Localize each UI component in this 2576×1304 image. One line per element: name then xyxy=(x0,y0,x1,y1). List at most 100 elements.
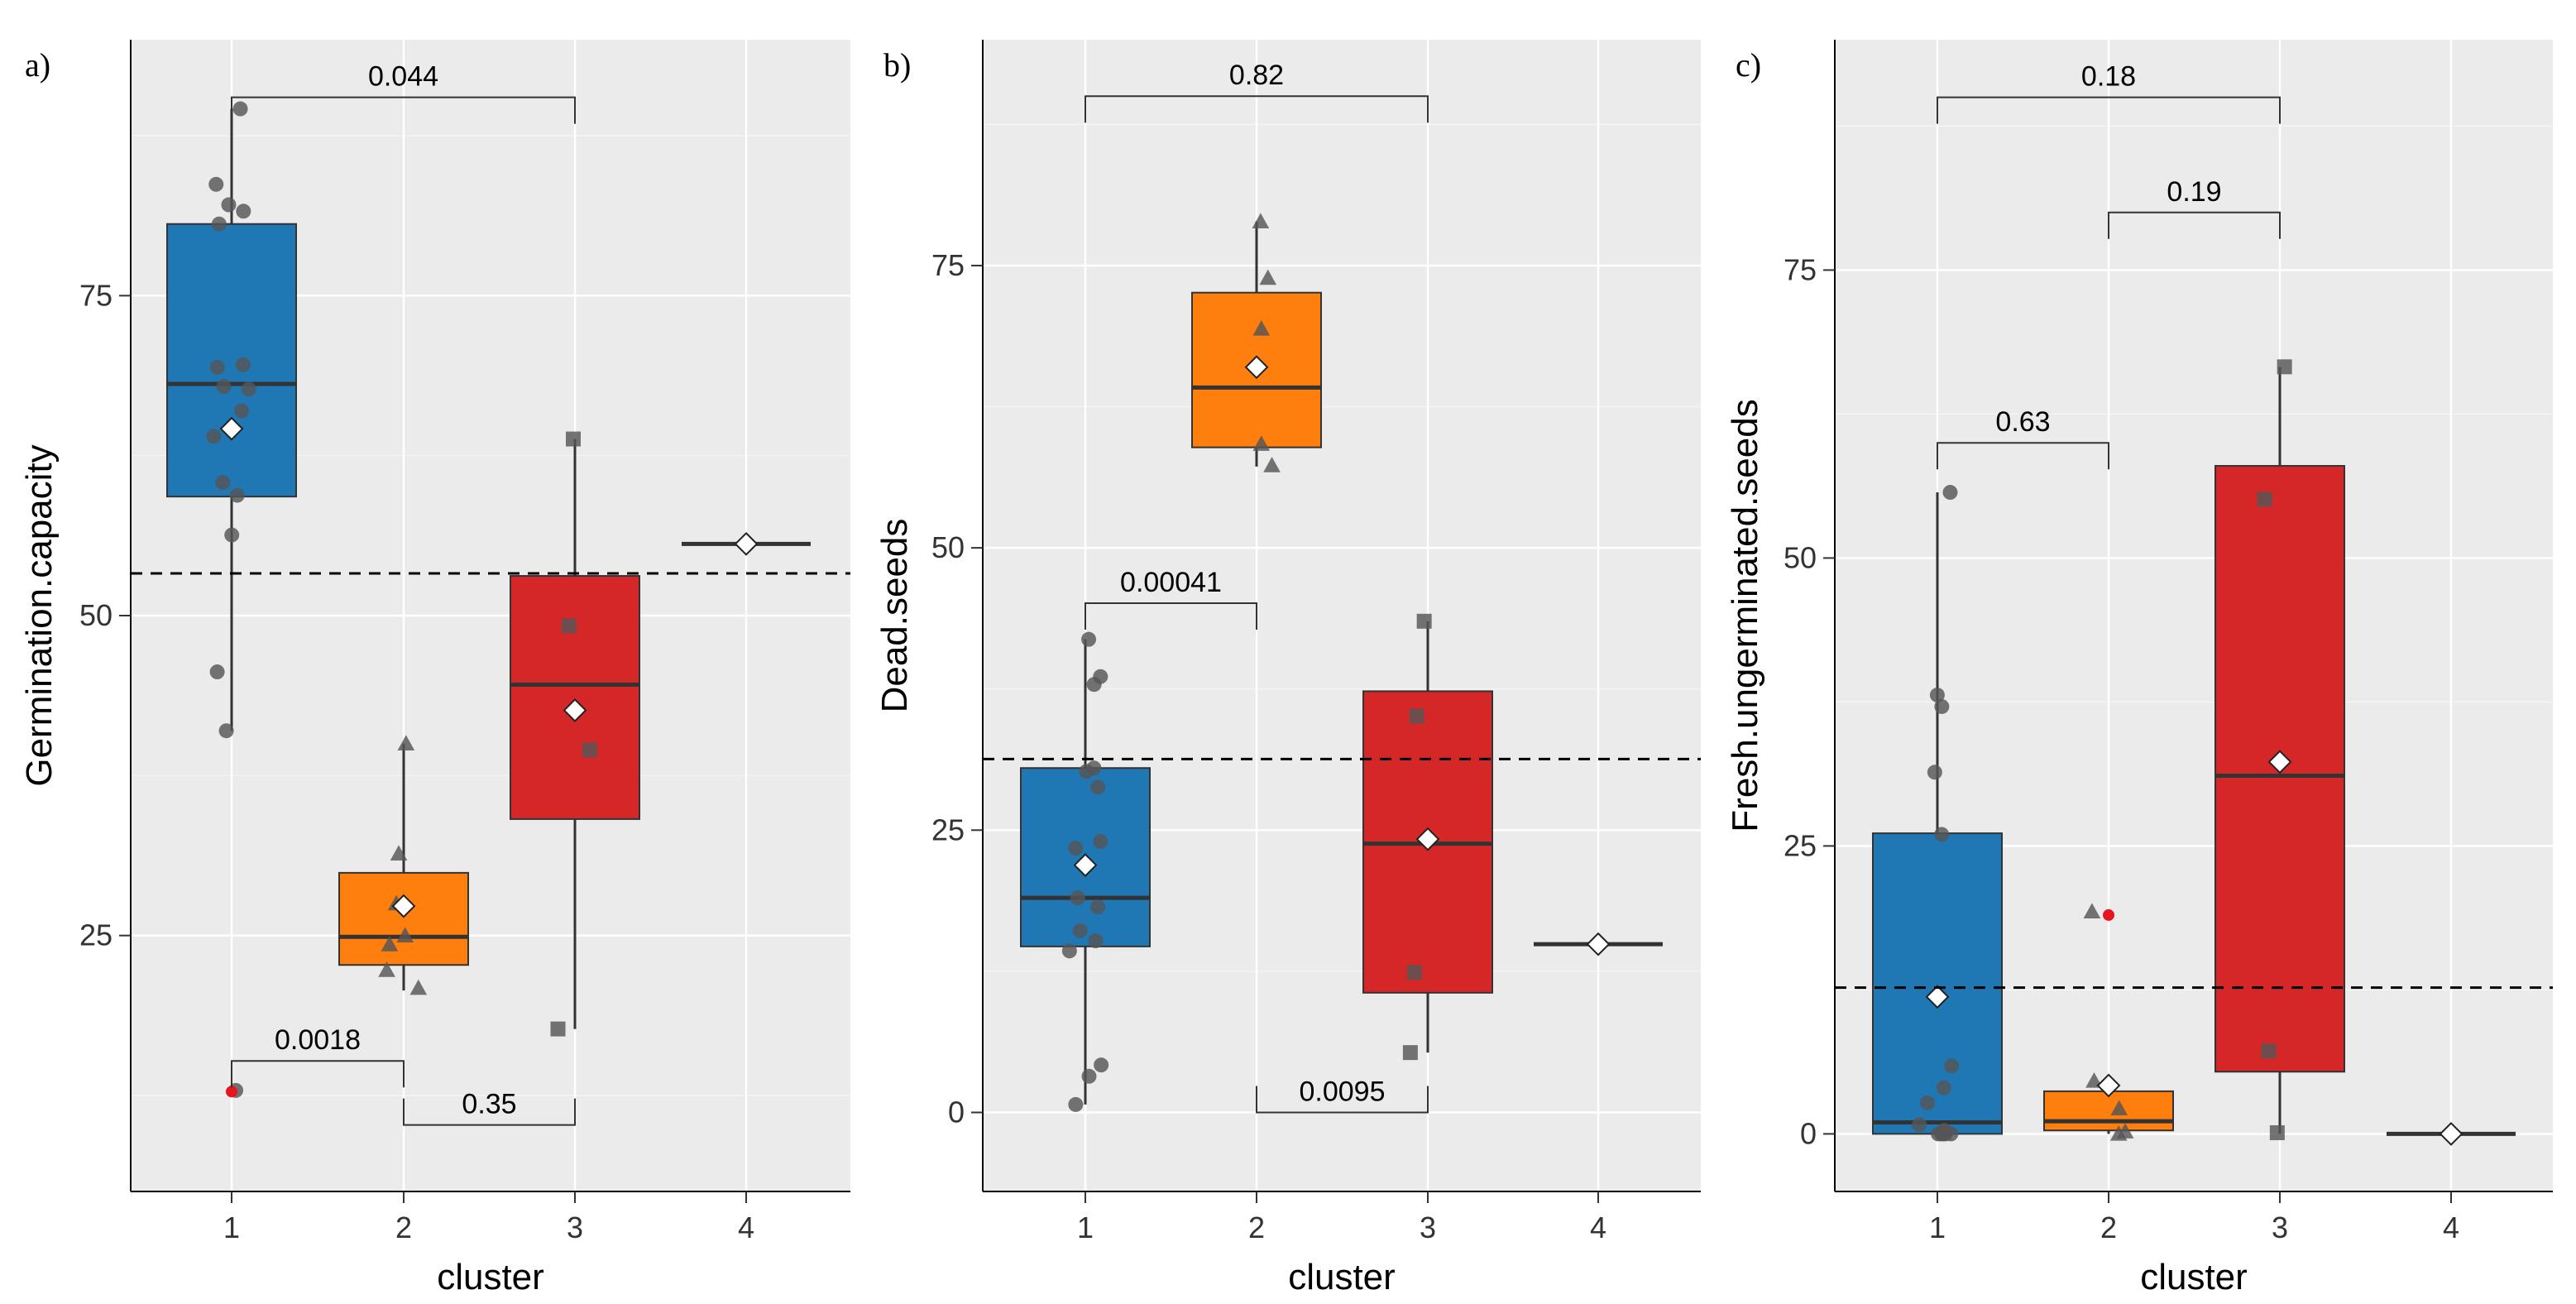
data-point xyxy=(1068,841,1084,856)
data-point xyxy=(1061,943,1077,959)
x-tick-label: 1 xyxy=(1077,1211,1094,1244)
box-cluster-2 xyxy=(1191,213,1322,472)
comparison-bracket: 0.0018 xyxy=(231,1024,405,1088)
data-point xyxy=(1072,923,1088,938)
p-value-label: 0.63 xyxy=(1995,406,2050,438)
x-tick-label: 1 xyxy=(223,1211,240,1244)
comparison-bracket: 0.35 xyxy=(403,1089,576,1126)
panel-3: 0 25 50 75 1 2 3 4 cluster Fresh.ungerminated.see… xyxy=(1725,40,2553,1297)
p-value-label: 0.35 xyxy=(462,1089,516,1120)
x-tick-label: 4 xyxy=(1590,1211,1606,1244)
data-point xyxy=(396,927,414,942)
x-tick-label: 2 xyxy=(1248,1211,1265,1244)
data-point xyxy=(209,664,225,680)
data-point xyxy=(221,197,237,213)
box xyxy=(338,871,469,966)
mean-marker xyxy=(1415,827,1440,851)
panel-label: b) xyxy=(883,46,911,84)
data-point xyxy=(1402,1045,1418,1061)
y-axis-title: Fresh.ungerminated.seeds xyxy=(1725,399,1765,832)
data-point xyxy=(1406,965,1422,980)
data-point xyxy=(224,527,240,543)
mean-marker xyxy=(1073,853,1098,878)
box-cluster-4 xyxy=(1534,932,1663,956)
mean-marker xyxy=(2096,1073,2121,1098)
box-cluster-4 xyxy=(2387,1121,2516,1146)
bracket-line xyxy=(2108,211,2281,239)
bracket-line xyxy=(1256,1086,1429,1114)
x-tick-label: 3 xyxy=(2272,1211,2288,1244)
y-axis-title: Germination.capacity xyxy=(19,444,60,786)
box-cluster-1 xyxy=(1872,485,2003,1142)
comparison-bracket: 0.044 xyxy=(231,61,576,124)
box-cluster-3 xyxy=(2214,359,2345,1141)
data-point xyxy=(1070,890,1085,906)
data-point xyxy=(2261,1043,2277,1059)
p-value-label: 0.82 xyxy=(1229,60,1284,91)
x-axis-title: cluster xyxy=(437,1257,544,1297)
data-point xyxy=(216,379,232,395)
x-tick-label: 3 xyxy=(567,1211,583,1244)
data-point xyxy=(1090,899,1106,915)
data-point xyxy=(397,735,415,750)
p-value-label: 0.18 xyxy=(2081,61,2136,93)
box-cluster-3 xyxy=(1362,613,1493,1061)
y-tick-label: 25 xyxy=(931,813,965,846)
mean-marker xyxy=(1925,985,1950,1009)
plot-background xyxy=(983,40,1701,1191)
data-point xyxy=(409,979,428,995)
bracket-line xyxy=(1937,96,2281,124)
bracket-line xyxy=(403,1098,576,1126)
mean-marker xyxy=(1244,355,1269,380)
data-point xyxy=(1081,1068,1097,1084)
data-point xyxy=(209,359,225,375)
data-point xyxy=(1094,1057,1109,1073)
data-point xyxy=(208,176,224,192)
box-cluster-2 xyxy=(338,735,469,995)
box xyxy=(166,223,297,498)
data-point xyxy=(2257,491,2272,507)
y-tick-label: 50 xyxy=(79,598,113,632)
data-point xyxy=(1088,933,1104,949)
y-tick-label: 50 xyxy=(931,530,965,564)
data-point xyxy=(215,475,231,491)
p-value-label: 0.0095 xyxy=(1300,1076,1386,1107)
data-point xyxy=(2109,1125,2128,1141)
comparison-bracket: 0.63 xyxy=(1937,406,2109,470)
data-point xyxy=(206,429,222,444)
data-point xyxy=(2277,359,2292,375)
data-point xyxy=(235,357,251,372)
box-cluster-3 xyxy=(510,431,640,1037)
bracket-line xyxy=(231,1060,405,1088)
data-point xyxy=(1090,779,1106,795)
data-point xyxy=(1912,1117,1927,1133)
data-point xyxy=(2083,903,2101,919)
data-point xyxy=(1093,833,1108,849)
data-point xyxy=(211,216,227,232)
data-point xyxy=(2110,1100,2128,1116)
panel-label: c) xyxy=(1736,46,1761,84)
data-point xyxy=(2269,1125,2285,1141)
y-tick-label: 0 xyxy=(948,1095,965,1129)
data-point xyxy=(1929,688,1945,703)
x-axis-title: cluster xyxy=(2140,1257,2248,1297)
data-point xyxy=(241,381,256,397)
box xyxy=(1872,832,2003,1135)
mean-marker xyxy=(2267,750,2292,774)
box-cluster-1 xyxy=(166,101,297,1098)
mean-marker xyxy=(391,894,416,918)
data-point xyxy=(1409,708,1424,724)
data-point xyxy=(1942,485,1958,501)
panel-label: a) xyxy=(25,46,50,84)
data-point xyxy=(390,845,408,861)
data-point xyxy=(1416,613,1432,629)
p-value-label: 0.19 xyxy=(2167,176,2221,208)
mean-marker xyxy=(1586,932,1611,956)
bracket-line xyxy=(231,96,576,124)
data-point xyxy=(1259,269,1277,285)
data-point xyxy=(1252,213,1270,228)
bracket-line xyxy=(1085,95,1429,123)
data-point xyxy=(550,1021,566,1037)
mean-marker xyxy=(734,531,759,556)
